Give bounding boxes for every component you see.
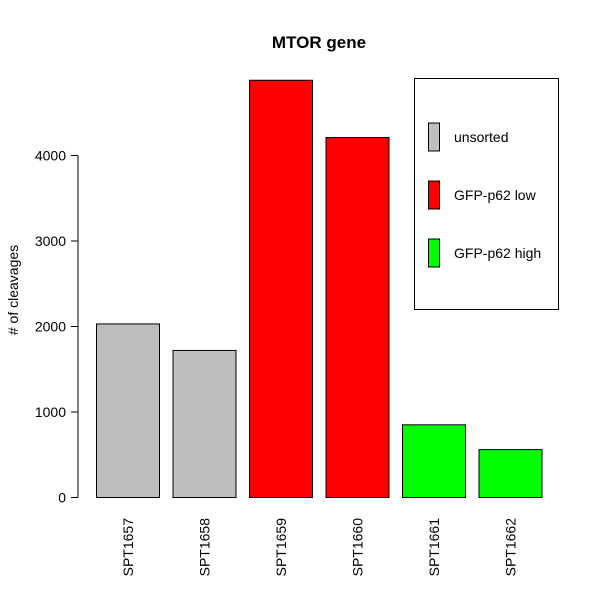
bar-spt1658 — [172, 349, 237, 498]
bar-spt1661 — [402, 424, 466, 499]
legend-swatch — [428, 180, 440, 210]
legend-label: GFP-p62 low — [454, 187, 537, 203]
chart-title: MTOR gene — [272, 33, 366, 52]
x-tick-label: SPT1662 — [503, 518, 519, 577]
bars — [96, 79, 543, 499]
x-tick-labels: SPT1657 SPT1658 SPT1659 SPT1660 SPT1661 SPT16… — [120, 518, 519, 577]
x-tick-label: SPT1659 — [273, 518, 289, 577]
legend-label: unsorted — [454, 129, 508, 145]
x-tick-label: SPT1661 — [426, 518, 442, 577]
legend-label: GFP-p62 high — [454, 245, 541, 261]
legend-swatch — [428, 122, 440, 152]
bar-spt1660 — [325, 137, 390, 498]
y-tick-label: 2000 — [35, 319, 66, 335]
y-tick-label: 4000 — [35, 148, 66, 164]
y-axis-label: # of cleavages — [5, 245, 21, 335]
x-tick-label: SPT1657 — [120, 518, 136, 577]
legend: unsorted GFP-p62 low GFP-p62 high — [414, 78, 559, 310]
y-tick-label: 1000 — [35, 404, 66, 420]
x-tick-label: SPT1660 — [350, 518, 366, 577]
y-tick-label: 3000 — [35, 233, 66, 249]
bar-spt1662 — [478, 449, 543, 498]
y-tick-label: 0 — [58, 490, 66, 506]
legend-swatch — [428, 238, 440, 268]
bar-spt1659 — [249, 79, 313, 498]
y-axis: 0 1000 2000 3000 4000 — [35, 148, 79, 506]
x-tick-label: SPT1658 — [197, 518, 213, 577]
legend-box — [414, 78, 559, 310]
bar-spt1657 — [96, 323, 160, 498]
